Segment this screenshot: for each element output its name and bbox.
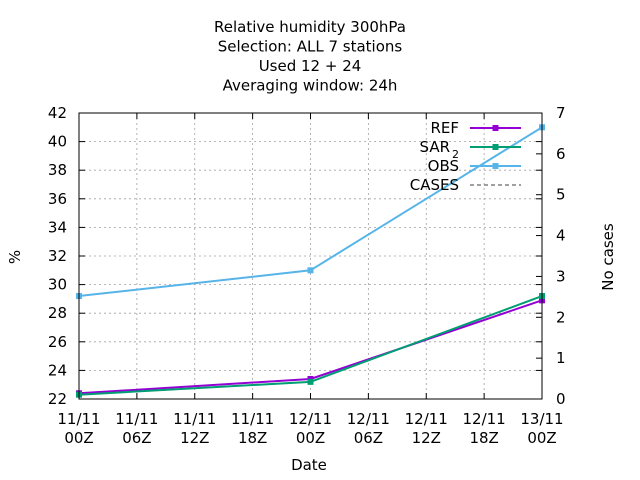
x-tick-label: 12/11 xyxy=(463,410,506,428)
y-tick-label: 28 xyxy=(48,304,67,322)
title-line: Relative humidity 300hPa xyxy=(214,18,406,36)
legend-name: CASES xyxy=(410,176,459,194)
y-axis-label: % xyxy=(6,250,24,264)
x-tick-label: 18Z xyxy=(469,429,498,447)
y2-axis-label: No cases xyxy=(599,223,617,291)
plot-frame xyxy=(78,112,543,400)
y-tick-label: 22 xyxy=(48,390,67,408)
x-tick-label: 11/11 xyxy=(115,410,158,428)
chart-title: Relative humidity 300hPa Selection: ALL 7… xyxy=(214,18,406,95)
legend-marker-ref xyxy=(492,125,499,131)
legend-name: SAR xyxy=(420,138,450,156)
legend-name: REF xyxy=(430,119,459,137)
x-tick-label: 11/11 xyxy=(231,410,274,428)
y2-tick-label: 7 xyxy=(556,104,566,122)
x-tick-label: 12/11 xyxy=(405,410,448,428)
y2-tick-label: 5 xyxy=(556,186,566,204)
x-tick-label: 13/11 xyxy=(520,410,563,428)
legend-subscript: 2 xyxy=(452,148,459,161)
legend-marker-obs xyxy=(492,163,499,169)
x-tick-label: 11/11 xyxy=(173,410,216,428)
legend-label-obs: OBS xyxy=(428,157,459,175)
x-axis-label: Date xyxy=(291,456,327,474)
y-tick-label: 42 xyxy=(48,104,67,122)
y-tick-label: 26 xyxy=(48,333,67,351)
x-tick-label: 12Z xyxy=(412,429,441,447)
x-tick-label: 00Z xyxy=(64,429,93,447)
legend-label-sar: SAR 2 xyxy=(420,138,459,161)
y-tick-label: 24 xyxy=(48,361,67,379)
title-line: Selection: ALL 7 stations xyxy=(218,38,403,56)
x-tick-label: 12/11 xyxy=(289,410,332,428)
x-tick-label: 06Z xyxy=(354,429,383,447)
legend-label-cases: CASES xyxy=(410,176,459,194)
y-tick-label: 40 xyxy=(48,133,67,151)
y-tick-label: 38 xyxy=(48,161,67,179)
y-tick-label: 34 xyxy=(48,218,67,236)
x-tick-label: 12/11 xyxy=(347,410,390,428)
x-tick-label: 12Z xyxy=(180,429,209,447)
y-axis-ticks: 22 24 26 28 30 32 34 36 38 40 42 xyxy=(48,104,542,408)
title-line: Averaging window: 24h xyxy=(223,77,398,95)
x-tick-label: 06Z xyxy=(122,429,151,447)
y2-tick-label: 0 xyxy=(556,390,566,408)
data-point-obs xyxy=(307,267,314,274)
y-tick-label: 32 xyxy=(48,247,67,265)
x-tick-label: 11/11 xyxy=(57,410,100,428)
data-point-sar xyxy=(307,378,314,385)
title-line: Used 12 + 24 xyxy=(259,57,362,75)
legend-label-ref: REF xyxy=(430,119,459,137)
y-tick-label: 30 xyxy=(48,276,67,294)
y2-tick-label: 6 xyxy=(556,145,566,163)
legend-name: OBS xyxy=(428,157,459,175)
y-tick-label: 36 xyxy=(48,190,67,208)
y2-tick-label: 1 xyxy=(556,349,566,367)
x-tick-label: 00Z xyxy=(527,429,556,447)
grid xyxy=(79,113,542,399)
y2-tick-label: 4 xyxy=(556,227,566,245)
x-tick-label: 00Z xyxy=(296,429,325,447)
x-tick-label: 18Z xyxy=(238,429,267,447)
x-axis-ticks: 11/1100Z11/1106Z11/1112Z11/1118Z12/1100Z… xyxy=(57,113,564,447)
y2-tick-label: 3 xyxy=(556,267,566,285)
legend-marker-sar xyxy=(492,144,499,150)
y2-tick-label: 2 xyxy=(556,308,566,326)
